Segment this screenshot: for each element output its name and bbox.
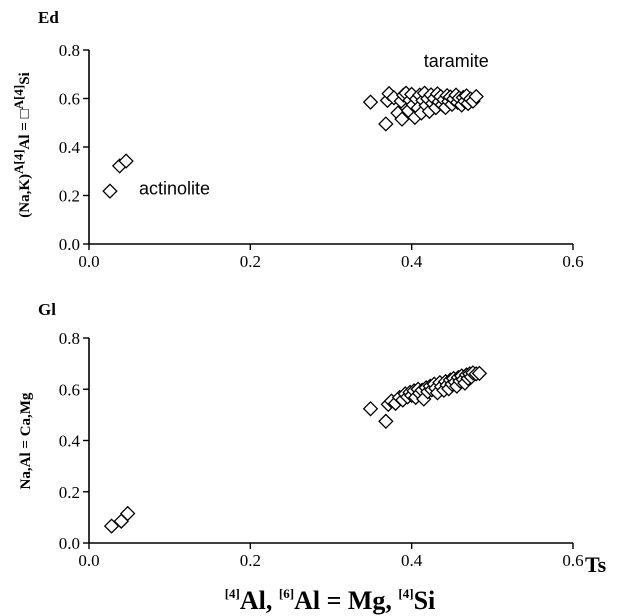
xlabel-sup-2: [6] [279,586,294,601]
points-ed [102,85,484,199]
ylabel-ed-sup-1: A[4] [11,149,26,174]
data-point-ed-10 [394,111,410,127]
x-tick-label-gl-1: 0.2 [240,551,261,570]
xlabel-sup-1: [4] [225,586,240,601]
xlabel-part-2: Al = Mg, [294,586,398,615]
data-point-ed-3 [362,94,379,110]
xlabel-sup-3: [4] [398,586,413,601]
y-tick-label-ed-0: 0.0 [59,235,80,254]
svg-text:(Na,K)A[4]Al = □A[4]Si: (Na,K)A[4]Al = □A[4]Si [11,72,33,217]
y-tick-label-ed-2: 0.4 [59,138,81,157]
data-point-ed-0 [102,183,118,199]
y-tick-label-gl-4: 0.8 [59,329,80,348]
y-tick-label-gl-1: 0.2 [59,483,80,502]
ylabel-ed-part-b: Al = [17,118,33,149]
ticks-gl: 0.0 0.2 0.4 0.6 0.0 0.2 0.4 0.6 0.8 [59,329,584,570]
x-tick-label-ed-0: 0.0 [78,252,99,271]
panel-label-gl: Gl [38,300,56,319]
panel-ed: Ed (Na,K)A[4]Al = □A[4]Si 0.0 0.2 0.4 0.60.… [11,8,584,271]
y-tick-label-gl-3: 0.6 [59,380,80,399]
x-tick-label-gl-3: 0.6 [562,551,583,570]
ticks-ed: 0.0 0.2 0.4 0.6 0.0 0.2 0.4 0.6 0.8 [59,41,584,271]
y-tick-label-ed-1: 0.2 [59,187,80,206]
y-tick-label-ed-3: 0.6 [59,90,80,109]
ts-label: Ts [585,552,607,577]
annotation-actinolite: actinolite [139,178,210,198]
y-tick-label-ed-4: 0.8 [59,41,80,60]
y-tick-label-gl-0: 0.0 [59,534,80,553]
x-tick-label-ed-2: 0.4 [401,252,423,271]
panel-label-ed: Ed [38,8,59,27]
xlabel-part-1: Al, [240,586,279,615]
y-tick-label-gl-2: 0.4 [59,432,81,451]
y-axis-title-gl: Na,Al = Ca,Mg [18,392,34,489]
data-point-gl-2 [120,505,136,522]
ylabel-ed-sup-2: A[4] [11,85,26,110]
xlabel-part-3: Si [414,586,436,615]
data-point-gl-0 [103,518,120,534]
data-point-gl-3 [362,401,379,417]
data-point-gl-4 [378,413,394,430]
ylabel-ed-box: □ [17,109,33,118]
x-tick-label-ed-3: 0.6 [562,252,583,271]
x-tick-label-gl-2: 0.4 [401,551,423,570]
x-tick-label-gl-0: 0.0 [78,551,99,570]
points-gl [103,365,488,534]
panel-gl: Gl Na,Al = Ca,Mg 0.0 0.2 0.4 0.60.00.20.40.… [18,300,584,570]
data-point-ed-52 [468,88,484,105]
data-point-ed-4 [378,116,394,132]
annotation-taramite: taramite [424,51,489,71]
ylabel-ed-part-c: Si [17,72,33,85]
data-point-ed-2 [118,153,134,169]
ylabel-ed-part-a: (Na,K) [17,174,33,218]
data-point-gl-49 [471,365,488,382]
y-axis-title-ed: (Na,K)A[4]Al = □A[4]Si [11,72,33,217]
annotations-ed: taramite actinolite [139,51,489,198]
x-axis-title: [4]Al, [6]Al = Mg, [4]Si [225,586,436,615]
x-tick-label-ed-1: 0.2 [240,252,261,271]
